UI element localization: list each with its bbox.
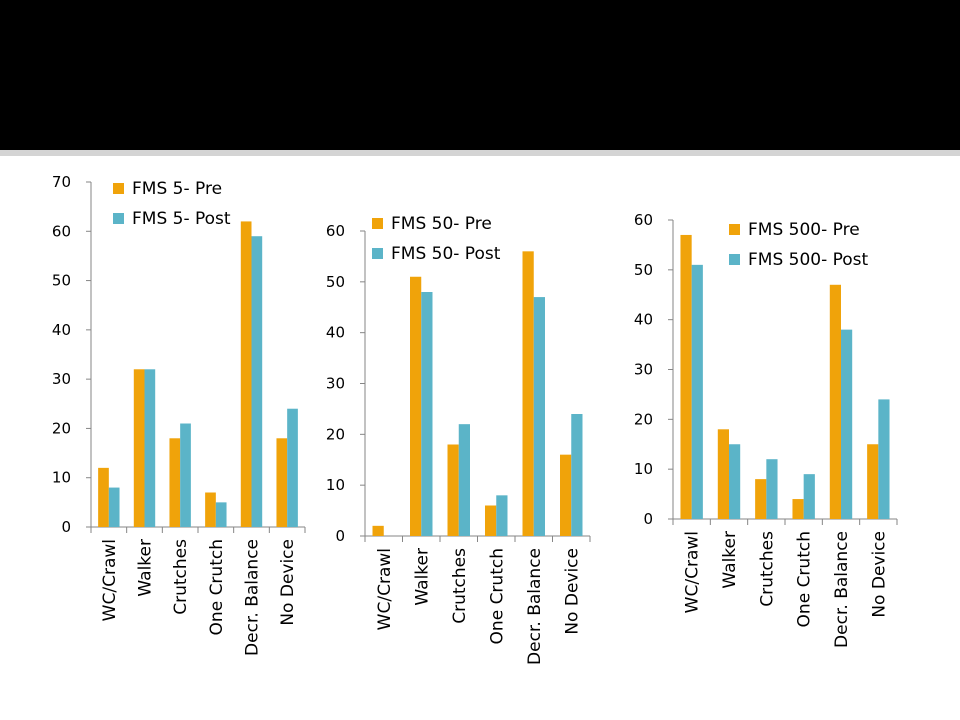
x-category-label: Decr. Balance xyxy=(832,531,852,648)
bar-pre xyxy=(680,234,692,519)
y-tick-label: 30 xyxy=(52,370,71,388)
x-category-label: WC/Crawl xyxy=(100,539,120,621)
bar-post xyxy=(533,297,545,536)
x-category-label: One Crutch xyxy=(487,548,507,644)
y-tick-label: 30 xyxy=(634,361,653,379)
x-category-label: No Device xyxy=(562,548,582,635)
bar-pre xyxy=(372,525,384,536)
x-category-label: Decr. Balance xyxy=(525,548,545,665)
legend-swatch xyxy=(372,248,383,259)
bar-pre xyxy=(410,276,422,536)
legend-swatch xyxy=(729,254,740,265)
y-tick-label: 0 xyxy=(643,510,653,528)
y-tick-label: 0 xyxy=(335,527,345,545)
legend-swatch xyxy=(729,224,740,235)
bar-post xyxy=(215,502,227,527)
x-category-label: One Crutch xyxy=(207,539,227,635)
y-tick-label: 40 xyxy=(52,321,71,339)
y-tick-label: 50 xyxy=(52,272,71,290)
y-tick-label: 40 xyxy=(634,311,653,329)
y-tick-label: 10 xyxy=(52,469,71,487)
chart-2: 0 10 20 30 40 50 60 WC/Crawl Walker Crutches One C… xyxy=(326,214,591,665)
bar-post xyxy=(841,329,853,519)
y-tick-label: 20 xyxy=(52,419,71,437)
x-category-label: Walker xyxy=(412,548,432,606)
bar-pre xyxy=(205,492,216,527)
bar-pre xyxy=(522,251,534,537)
legend-swatch xyxy=(372,218,383,229)
bar-pre xyxy=(485,505,497,536)
chart-1: 0 10 20 30 40 50 60 70 WC/Crawl Walker Crutches One… xyxy=(52,173,306,656)
bar-post xyxy=(458,424,470,536)
bar-pre xyxy=(829,284,841,519)
bar-pre xyxy=(717,429,729,519)
x-category-label: Crutches xyxy=(171,539,191,615)
bar-pre xyxy=(169,438,181,527)
legend-label: FMS 500- Post xyxy=(748,250,869,270)
x-category-label: WC/Crawl xyxy=(683,531,703,613)
y-tick-label: 10 xyxy=(326,476,345,494)
legend-label: FMS 500- Pre xyxy=(748,220,860,240)
bar-post xyxy=(251,236,263,527)
x-category-label: Walker xyxy=(720,531,740,589)
bar-post xyxy=(691,264,703,519)
x-category-label: Decr. Balance xyxy=(243,539,263,656)
y-tick-label: 50 xyxy=(326,273,345,291)
y-tick-label: 60 xyxy=(634,211,653,229)
x-category-label: WC/Crawl xyxy=(375,548,395,630)
y-tick-label: 20 xyxy=(326,425,345,443)
bar-pre xyxy=(867,444,879,519)
y-tick-label: 20 xyxy=(634,410,653,428)
y-tick-label: 60 xyxy=(326,222,345,240)
legend-label: FMS 5- Pre xyxy=(132,179,222,199)
bar-post xyxy=(803,474,815,519)
y-tick-label: 40 xyxy=(326,324,345,342)
y-tick-label: 50 xyxy=(634,261,653,279)
bar-post xyxy=(108,487,120,527)
bar-post xyxy=(180,423,191,527)
legend-swatch xyxy=(113,183,124,194)
y-tick-label: 0 xyxy=(61,518,71,536)
bar-post xyxy=(496,495,508,536)
legend-label: FMS 50- Pre xyxy=(391,214,492,234)
x-category-label: Crutches xyxy=(757,531,777,607)
bar-post xyxy=(287,408,298,527)
bar-pre xyxy=(560,454,572,536)
x-category-label: No Device xyxy=(869,531,889,618)
bar-pre xyxy=(240,221,252,527)
y-tick-label: 70 xyxy=(52,173,71,191)
legend-label: FMS 50- Post xyxy=(391,244,501,264)
bar-pre xyxy=(792,499,804,519)
bar-pre xyxy=(276,438,288,527)
bar-post xyxy=(421,292,433,536)
bar-pre xyxy=(447,444,459,536)
legend-label: FMS 5- Post xyxy=(132,209,231,229)
x-category-label: Walker xyxy=(136,539,156,597)
bar-post xyxy=(766,459,778,519)
bar-post xyxy=(571,414,583,536)
x-category-label: Crutches xyxy=(450,548,470,624)
bar-pre xyxy=(98,467,109,527)
bar-post xyxy=(729,444,741,519)
y-tick-label: 30 xyxy=(326,375,345,393)
bar-post xyxy=(878,399,890,519)
y-tick-label: 10 xyxy=(634,460,653,478)
chart-3: 0 10 20 30 40 50 60 WC/Crawl Walker Crutches One C… xyxy=(634,211,898,648)
x-category-label: No Device xyxy=(278,539,298,626)
x-category-label: One Crutch xyxy=(795,531,815,627)
bar-post xyxy=(144,369,156,527)
bar-pre xyxy=(755,479,767,519)
title-band xyxy=(0,0,960,150)
y-tick-label: 60 xyxy=(52,222,71,240)
title-divider xyxy=(0,150,960,156)
bar-pre xyxy=(133,369,145,527)
legend-swatch xyxy=(113,213,124,224)
